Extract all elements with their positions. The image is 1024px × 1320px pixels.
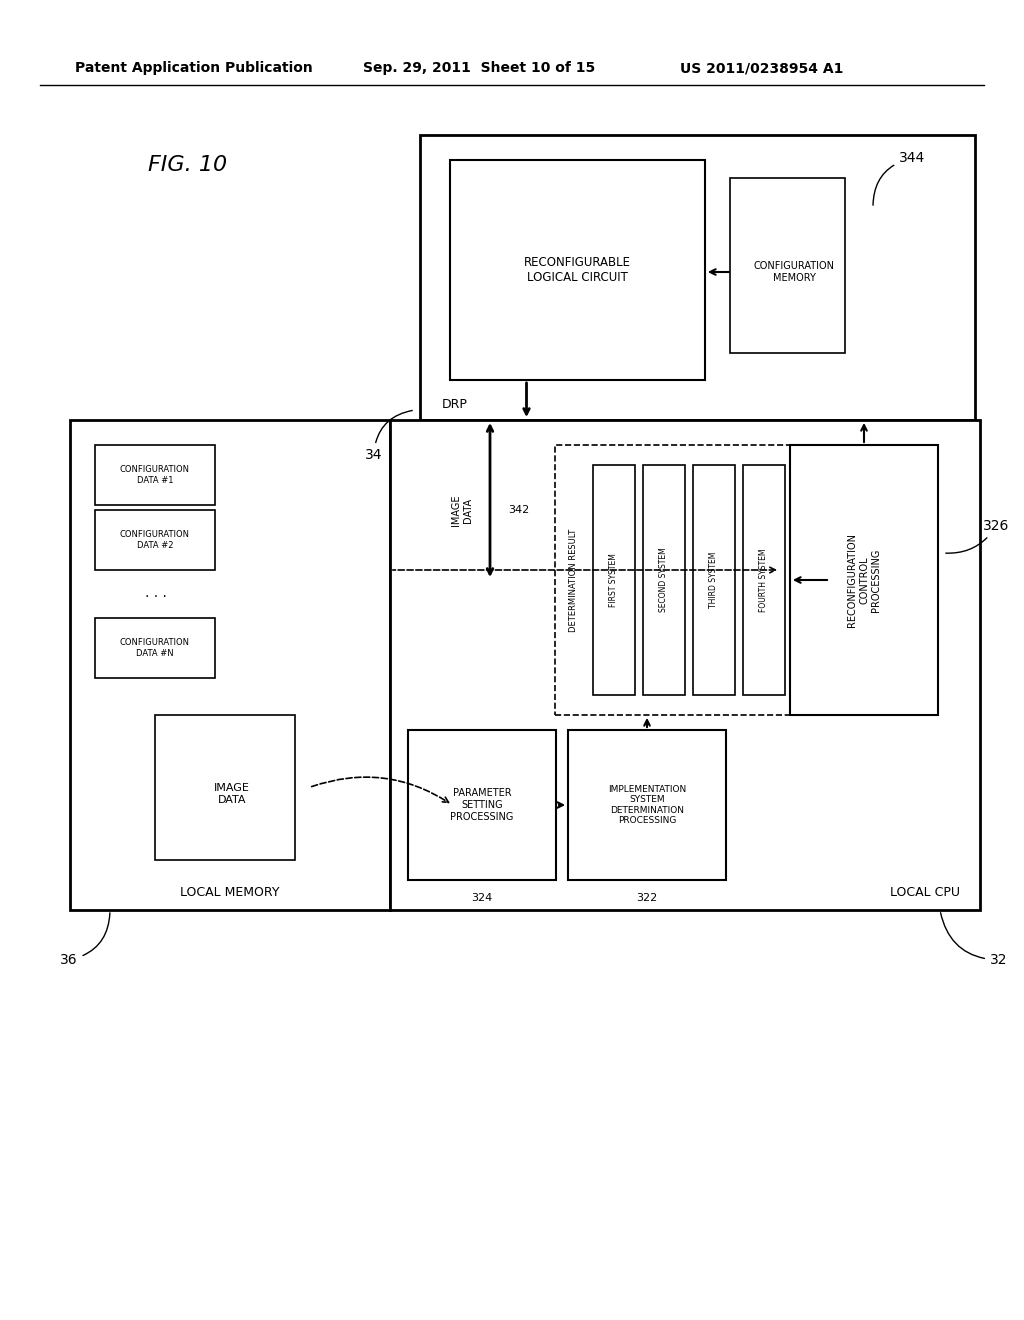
Text: RECONFIGURABLE
LOGICAL CIRCUIT: RECONFIGURABLE LOGICAL CIRCUIT <box>523 256 631 284</box>
Text: 344: 344 <box>873 150 926 205</box>
Bar <box>169 729 309 874</box>
Bar <box>593 465 635 696</box>
Text: LOCAL MEMORY: LOCAL MEMORY <box>180 886 280 899</box>
Text: IMAGE
DATA: IMAGE DATA <box>452 494 473 525</box>
Bar <box>790 445 938 715</box>
Bar <box>568 730 726 880</box>
Text: THIRD SYSTEM: THIRD SYSTEM <box>710 552 719 609</box>
Bar <box>693 465 735 696</box>
Text: CONFIGURATION
DATA #N: CONFIGURATION DATA #N <box>120 639 190 657</box>
Text: CONFIGURATION
DATA #1: CONFIGURATION DATA #1 <box>120 465 190 484</box>
Text: US 2011/0238954 A1: US 2011/0238954 A1 <box>680 61 844 75</box>
Text: LOCAL CPU: LOCAL CPU <box>890 886 961 899</box>
Text: FIG. 10: FIG. 10 <box>148 154 227 176</box>
Text: Sep. 29, 2011  Sheet 10 of 15: Sep. 29, 2011 Sheet 10 of 15 <box>362 61 595 75</box>
Text: 322: 322 <box>636 894 657 903</box>
Bar <box>420 135 975 420</box>
Text: CONFIGURATION
MEMORY: CONFIGURATION MEMORY <box>754 261 835 282</box>
Text: 36: 36 <box>60 912 110 968</box>
Text: PARAMETER
SETTING
PROCESSING: PARAMETER SETTING PROCESSING <box>451 788 514 821</box>
Bar <box>643 465 685 696</box>
Text: FOURTH SYSTEM: FOURTH SYSTEM <box>760 548 768 611</box>
Bar <box>95 510 215 570</box>
Bar <box>155 715 295 861</box>
Text: 34: 34 <box>365 411 413 462</box>
Text: CONFIGURATION
DATA #2: CONFIGURATION DATA #2 <box>120 531 190 549</box>
Text: 324: 324 <box>471 894 493 903</box>
Bar <box>737 185 852 360</box>
Bar <box>744 191 859 367</box>
Text: IMAGE
DATA: IMAGE DATA <box>214 783 250 805</box>
Text: IMPLEMENTATION
SYSTEM
DETERMINATION
PROCESSING: IMPLEMENTATION SYSTEM DETERMINATION PROC… <box>608 785 686 825</box>
Bar <box>70 420 390 909</box>
Bar <box>95 445 215 506</box>
Bar <box>555 445 830 715</box>
Text: RECONFIGURATION
CONTROL
PROCESSING: RECONFIGURATION CONTROL PROCESSING <box>848 533 881 627</box>
Bar <box>95 618 215 678</box>
Bar <box>390 420 980 909</box>
Text: DRP: DRP <box>442 399 468 412</box>
Bar <box>730 178 845 352</box>
Bar <box>408 730 556 880</box>
Text: 326: 326 <box>946 519 1010 553</box>
Text: DETERMINATION RESULT: DETERMINATION RESULT <box>568 528 578 632</box>
Text: . . .: . . . <box>145 586 167 601</box>
Bar <box>743 465 785 696</box>
Text: Patent Application Publication: Patent Application Publication <box>75 61 312 75</box>
Bar <box>162 722 302 867</box>
Text: 32: 32 <box>941 912 1008 968</box>
Text: FIRST SYSTEM: FIRST SYSTEM <box>609 553 618 607</box>
Text: SECOND SYSTEM: SECOND SYSTEM <box>659 548 669 612</box>
Text: 342: 342 <box>508 506 529 515</box>
Bar <box>450 160 705 380</box>
